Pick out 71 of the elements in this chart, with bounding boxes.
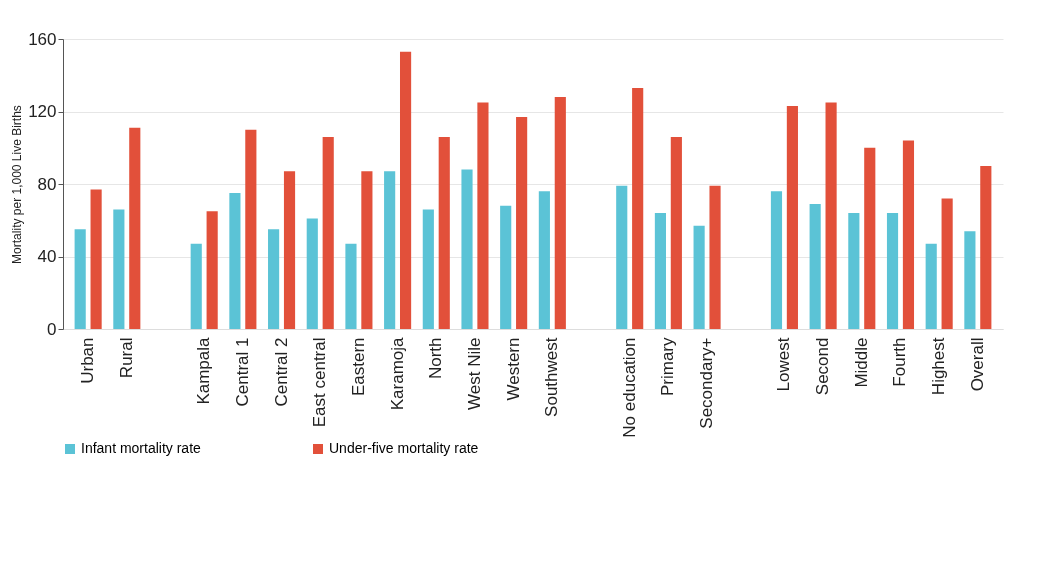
bar	[422, 209, 434, 329]
x-tick-label: East central	[310, 337, 330, 428]
legend-label: Under-five mortality rate	[329, 440, 479, 456]
y-tick-label: 40	[37, 247, 57, 266]
x-tick-label: Middle	[851, 337, 871, 388]
bar	[74, 229, 86, 329]
bar	[964, 231, 976, 329]
bar	[902, 140, 915, 329]
y-tick-label: 160	[28, 29, 57, 49]
bar	[229, 193, 241, 329]
bar	[438, 136, 450, 329]
y-tick-label: 80	[37, 174, 57, 194]
y-tick-label: 0	[47, 319, 57, 339]
bar	[90, 189, 102, 329]
x-tick-label: West Nile	[464, 337, 484, 410]
x-tick-label: Fourth	[890, 337, 910, 387]
bar	[384, 171, 396, 329]
bar	[925, 243, 937, 329]
bar	[477, 102, 489, 329]
bar	[886, 213, 899, 329]
y-tick-label: 120	[28, 102, 57, 121]
bar	[693, 225, 705, 329]
bar	[345, 243, 357, 329]
bar	[809, 203, 821, 329]
x-tick-label: Kampala	[194, 336, 214, 405]
bar	[632, 87, 644, 329]
bar	[786, 106, 798, 329]
bar	[770, 191, 783, 329]
bar	[941, 198, 953, 329]
bar	[268, 229, 280, 329]
bar	[554, 97, 566, 329]
bar	[616, 185, 628, 329]
x-tick-label: Secondary+	[697, 337, 717, 429]
bar	[848, 213, 860, 329]
bar	[670, 136, 682, 329]
x-tick-label: Southwest	[542, 337, 562, 417]
bar	[461, 169, 473, 329]
bar	[283, 171, 296, 329]
x-tick-label: Urban	[78, 337, 98, 384]
bar	[538, 191, 550, 329]
bar	[709, 185, 721, 329]
bar	[206, 211, 218, 329]
bar	[245, 129, 257, 329]
x-tick-label: Rural	[116, 337, 136, 379]
x-tick-label: No education	[619, 337, 639, 438]
x-tick-label: North	[426, 337, 446, 380]
x-tick-label: Highest	[929, 337, 949, 396]
bar	[190, 243, 202, 329]
x-tick-label: Karamoja	[387, 336, 407, 411]
bar	[361, 171, 373, 329]
bar	[654, 213, 666, 329]
bar	[400, 51, 412, 329]
bar	[516, 116, 528, 329]
bar	[322, 136, 334, 329]
x-tick-label: Overall	[967, 337, 987, 392]
x-tick-label: Western	[503, 337, 523, 401]
x-tick-label: Eastern	[348, 337, 368, 397]
x-tick-label: Lowest	[774, 337, 794, 392]
x-tick-label: Central 1	[232, 337, 252, 407]
bar	[980, 165, 992, 329]
bar	[129, 127, 141, 329]
x-tick-label: Second	[813, 337, 833, 396]
bar	[864, 147, 876, 329]
x-tick-label: Primary	[658, 337, 678, 397]
y-axis-title: Mortality per 1,000 Live Births	[10, 105, 25, 264]
bar	[113, 209, 125, 329]
bar	[825, 102, 837, 329]
x-tick-label: Central 2	[271, 337, 291, 407]
legend-label: Infant mortality rate	[81, 440, 202, 456]
bar	[306, 218, 318, 329]
bar	[500, 205, 512, 329]
